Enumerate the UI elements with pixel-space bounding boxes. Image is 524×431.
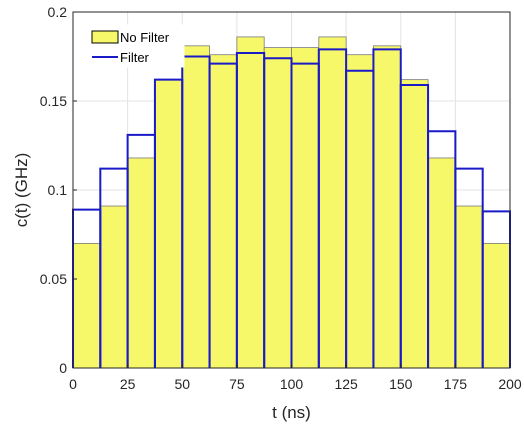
bar-no-filter xyxy=(345,54,374,369)
filter-outline xyxy=(72,48,511,368)
x-tick-label: 25 xyxy=(120,376,136,392)
x-axis-label: t (ns) xyxy=(272,403,311,422)
y-tick-label: 0 xyxy=(59,360,67,376)
legend: No Filter Filter xyxy=(85,24,185,68)
x-tick-label: 100 xyxy=(280,376,304,392)
bar-no-filter xyxy=(99,205,129,369)
x-tick-label: 0 xyxy=(69,376,77,392)
bar-no-filter xyxy=(154,79,183,369)
bars xyxy=(72,36,511,369)
bar-no-filter xyxy=(236,36,265,369)
bar-no-filter xyxy=(427,157,456,369)
x-tick-label: 50 xyxy=(174,376,190,392)
bar-no-filter xyxy=(373,45,402,369)
x-tick-label: 75 xyxy=(229,376,245,392)
bar-no-filter xyxy=(400,79,429,369)
legend-label-no-filter: No Filter xyxy=(120,30,170,45)
x-tick-label: 125 xyxy=(334,376,358,392)
bar-no-filter xyxy=(291,47,320,369)
bar-no-filter xyxy=(72,242,101,369)
x-tick-label: 200 xyxy=(498,376,522,392)
bar-no-filter xyxy=(454,205,484,369)
x-tick-label: 175 xyxy=(444,376,468,392)
y-tick-label: 0.05 xyxy=(40,271,67,287)
x-tick-label: 150 xyxy=(389,376,413,392)
x-ticks: 0 25 50 75 100 125 150 175 200 xyxy=(69,364,522,392)
legend-label-filter: Filter xyxy=(120,50,150,65)
bar-no-filter xyxy=(127,157,156,369)
legend-swatch-no-filter xyxy=(91,30,119,44)
bar-no-filter xyxy=(318,36,347,369)
bar-no-filter xyxy=(181,45,210,369)
bar-no-filter xyxy=(209,54,238,369)
y-ticks: 0 0.05 0.1 0.15 0.2 xyxy=(40,4,77,376)
y-tick-label: 0.2 xyxy=(48,4,68,20)
bar-no-filter xyxy=(263,47,292,369)
y-tick-label: 0.15 xyxy=(40,93,67,109)
y-tick-label: 0.1 xyxy=(48,182,68,198)
y-axis-label: c(t) (GHz) xyxy=(12,153,31,228)
bar-no-filter xyxy=(482,242,511,369)
